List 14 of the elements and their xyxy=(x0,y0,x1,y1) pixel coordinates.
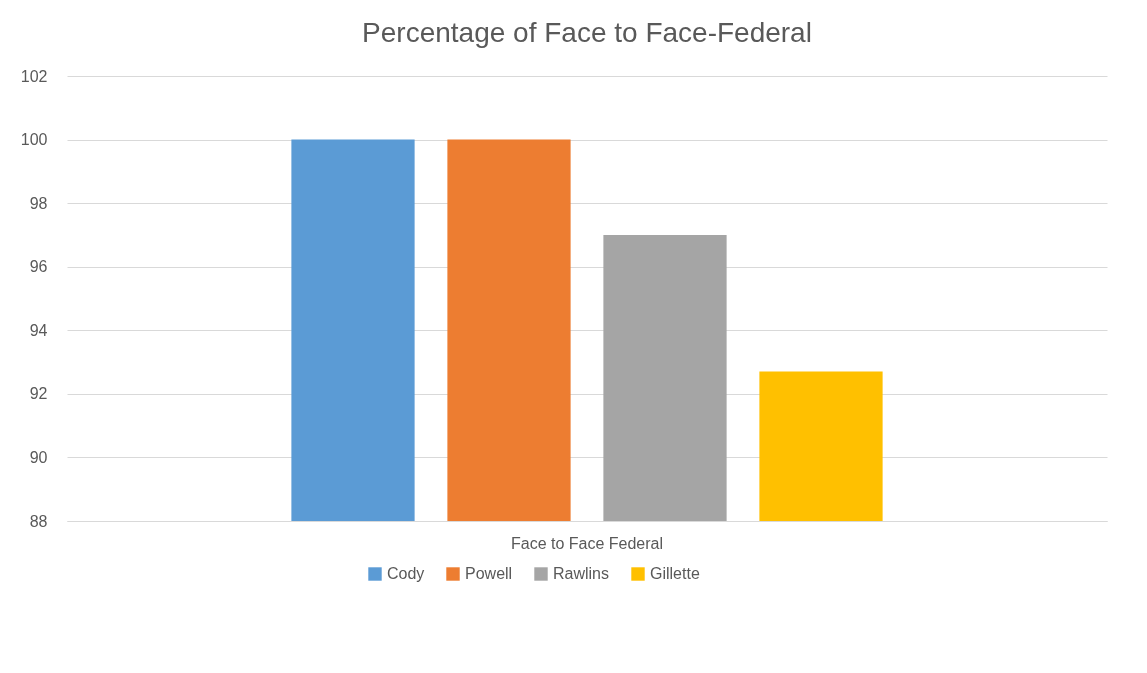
legend-label: Rawlins xyxy=(553,565,610,582)
y-tick-label: 98 xyxy=(29,194,48,212)
y-tick-label: 90 xyxy=(29,448,48,466)
y-tick-label: 88 xyxy=(29,512,48,530)
y-tick-label: 102 xyxy=(20,67,48,85)
legend-label: Powell xyxy=(465,565,513,582)
legend-label: Cody xyxy=(387,565,425,582)
x-tick-label: Face to Face Federal xyxy=(510,534,664,552)
y-tick-label: 92 xyxy=(29,385,48,403)
chart-title: Percentage of Face to Face-Federal xyxy=(362,17,812,48)
y-tick-label: 94 xyxy=(29,321,48,339)
legend-label: Gillette xyxy=(650,565,700,582)
y-tick-label: 96 xyxy=(29,258,48,276)
y-tick-label: 100 xyxy=(20,131,48,149)
